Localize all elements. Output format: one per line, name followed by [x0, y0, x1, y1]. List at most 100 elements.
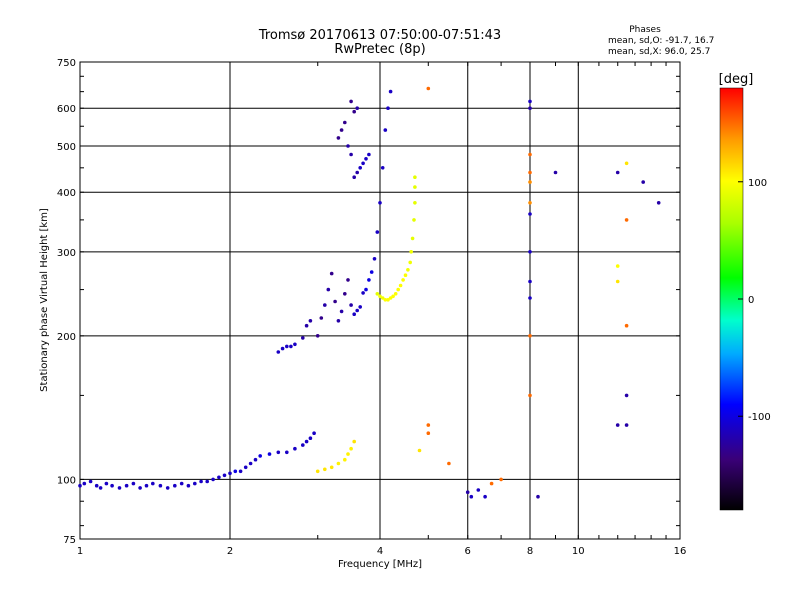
x-axis-label: Frequency [MHz]	[338, 559, 422, 570]
data-point	[165, 486, 170, 490]
data-point	[380, 166, 385, 170]
data-point	[315, 334, 320, 338]
data-point	[349, 446, 353, 451]
data-point	[343, 120, 347, 125]
y-tick-label: 75	[63, 535, 76, 546]
x-tick-label: 8	[527, 546, 533, 557]
data-point	[248, 461, 253, 466]
data-point	[285, 344, 289, 349]
data-point	[528, 296, 532, 300]
data-point	[88, 479, 93, 484]
data-point	[352, 109, 357, 114]
colorbar-tick-label: -100	[748, 412, 771, 423]
data-point	[528, 279, 532, 284]
data-point	[361, 291, 365, 295]
data-point	[615, 423, 620, 427]
data-point	[355, 106, 360, 110]
data-point	[304, 323, 309, 328]
data-point	[413, 175, 417, 179]
data-point	[615, 279, 620, 284]
chart-subtitle: RwPretec (8p)	[334, 42, 425, 57]
data-point	[615, 264, 620, 268]
data-point	[447, 461, 451, 466]
data-point	[352, 439, 357, 444]
data-point	[117, 486, 122, 490]
data-point	[386, 106, 390, 110]
data-point	[615, 170, 620, 175]
data-point	[465, 490, 470, 495]
data-point	[386, 298, 390, 302]
data-point	[289, 344, 293, 349]
data-point	[528, 180, 532, 184]
data-point	[406, 268, 410, 272]
data-point	[233, 469, 238, 474]
data-point	[293, 446, 297, 451]
data-point	[211, 477, 215, 482]
y-tick-label: 500	[57, 142, 76, 153]
data-point	[412, 218, 416, 222]
data-point	[258, 454, 263, 458]
data-point	[349, 152, 353, 157]
x-tick-label: 4	[377, 546, 383, 557]
data-point	[323, 303, 327, 307]
x-tick-label: 6	[465, 546, 471, 557]
data-point	[624, 218, 629, 222]
data-point	[217, 475, 221, 480]
grid-lines	[80, 62, 680, 539]
data-point	[355, 308, 360, 313]
y-tick-label: 300	[57, 248, 76, 259]
data-point	[528, 212, 532, 216]
data-point	[426, 431, 431, 436]
data-point	[312, 431, 316, 436]
data-point	[528, 106, 532, 110]
data-point	[641, 180, 645, 184]
data-point	[355, 170, 360, 175]
chart-title: Tromsø 20170613 07:50:00-07:51:43	[258, 28, 501, 43]
x-tick-label: 16	[674, 546, 687, 557]
data-point	[401, 278, 405, 282]
data-point	[553, 170, 558, 175]
data-point	[528, 99, 532, 104]
data-point	[364, 157, 368, 161]
phases-o-mode: mean, sd,O: -91.7, 16.7	[608, 36, 714, 46]
data-point	[349, 303, 353, 307]
data-point	[339, 128, 344, 132]
data-point	[276, 350, 281, 354]
data-point	[624, 161, 629, 166]
data-point	[82, 481, 87, 486]
data-point	[253, 457, 258, 462]
data-point	[410, 236, 415, 241]
y-tick-label: 100	[57, 475, 76, 486]
data-point	[408, 260, 413, 265]
data-point	[483, 494, 487, 499]
data-point	[179, 481, 184, 486]
data-point	[624, 323, 629, 328]
data-point	[138, 486, 142, 490]
data-point	[624, 423, 629, 427]
data-point	[280, 346, 285, 351]
data-point	[98, 486, 103, 490]
data-point	[375, 292, 380, 296]
data-point	[476, 488, 481, 492]
data-point	[536, 494, 540, 499]
data-point	[367, 278, 371, 282]
data-point	[304, 439, 309, 444]
data-point	[528, 201, 532, 205]
data-point	[301, 443, 305, 447]
data-point	[267, 452, 272, 456]
y-tick-label: 750	[57, 58, 76, 69]
data-points	[78, 86, 661, 499]
data-point	[293, 342, 297, 347]
data-point	[624, 393, 629, 398]
data-point	[336, 461, 341, 466]
y-tick-label: 600	[57, 104, 76, 115]
data-point	[383, 128, 388, 132]
colorbar-label: [deg]	[719, 72, 754, 87]
data-point	[413, 185, 417, 189]
data-point	[336, 319, 341, 323]
data-point	[110, 483, 114, 488]
data-point	[339, 309, 344, 314]
data-point	[380, 296, 385, 300]
data-point	[364, 287, 368, 292]
